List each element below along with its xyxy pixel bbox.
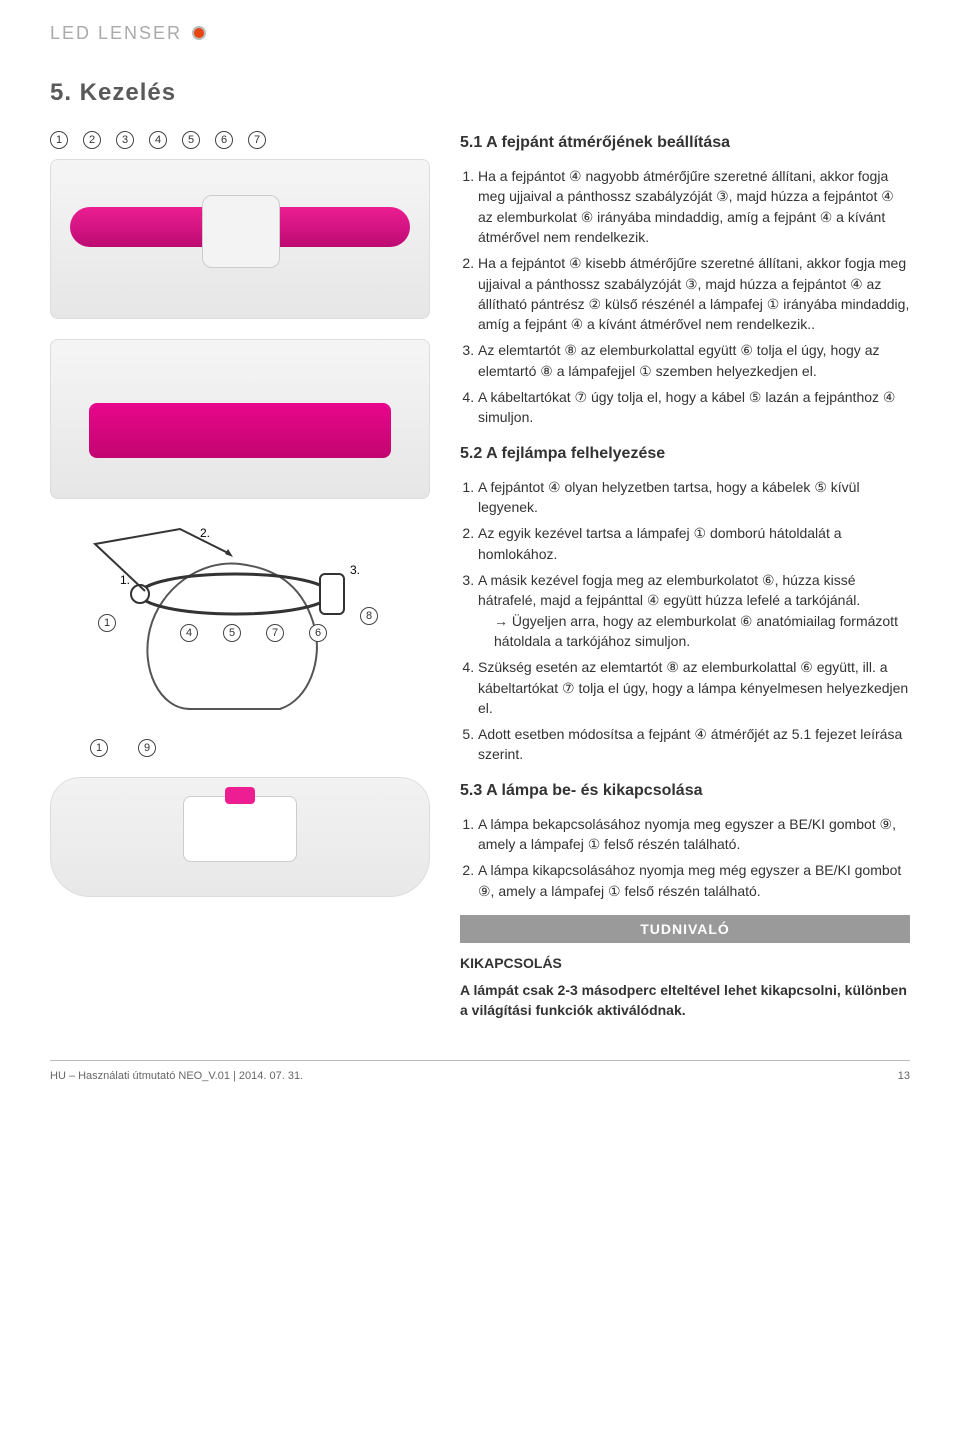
fig3-label-7: 7 [266,624,284,642]
list-item: A fejpántot ④ olyan helyzetben tartsa, h… [478,477,910,518]
info-header: TUDNIVALÓ [460,915,910,943]
svg-text:3.: 3. [350,563,360,577]
label-7: 7 [248,131,266,149]
list-item: Adott esetben módosítsa a fejpánt ④ átmé… [478,724,910,765]
list-item: Szükség esetén az elemtartót ⑧ az elembu… [478,657,910,718]
page-footer: HU – Használati útmutató NEO_V.01 | 2014… [50,1060,910,1085]
brand-text: LED LENSER [50,20,182,46]
label-1: 1 [50,131,68,149]
svg-text:1.: 1. [120,573,130,587]
list-item: A kábeltartókat ⑦ úgy tolja el, hogy a k… [478,387,910,428]
label-4: 4 [149,131,167,149]
figure-head-diagram: 1. 2. 3. 1 8 4 5 7 6 [50,519,430,719]
heading-5-2: 5.2 A fejlámpa felhelyezése [460,442,910,465]
label-3: 3 [116,131,134,149]
fig3-label-8: 8 [360,607,378,625]
list-5-2: A fejpántot ④ olyan helyzetben tartsa, h… [460,477,910,765]
list-item: A másik kezével fogja meg az elemburkola… [478,570,910,651]
page-title: 5. Kezelés [50,76,910,111]
brand-logo: LED LENSER [50,20,910,46]
brand-dot-icon [192,26,206,40]
footer-left: HU – Használati útmutató NEO_V.01 | 2014… [50,1069,303,1085]
fig4-label-9: 9 [138,739,156,757]
list-5-1: Ha a fejpántot ④ nagyobb átmérőjűre szer… [460,166,910,428]
label-5: 5 [182,131,200,149]
fig3-label-5: 5 [223,624,241,642]
heading-5-3: 5.3 A lámpa be- és kikapcsolása [460,779,910,802]
info-body: A lámpát csak 2-3 másodperc elteltével l… [460,980,910,1021]
list-item: A lámpa kikapcsolásához nyomja meg még e… [478,860,910,901]
footer-page-number: 13 [898,1069,910,1085]
figure-top-labels: 1 2 3 4 5 6 7 [50,131,430,149]
figure-lamp-closeup [50,777,430,897]
list-item: A lámpa bekapcsolásához nyomja meg egysz… [478,814,910,855]
fig4-label-1: 1 [90,739,108,757]
figure-headband-top [50,159,430,319]
sub-note: → Ügyeljen arra, hogy az elemburkolat ⑥ … [494,611,910,652]
fig3-label-1: 1 [98,614,116,632]
fig3-label-6: 6 [309,624,327,642]
label-2: 2 [83,131,101,149]
label-6: 6 [215,131,233,149]
fig3-label-4: 4 [180,624,198,642]
list-item: Az egyik kezével tartsa a lámpafej ① dom… [478,523,910,564]
list-item: Ha a fejpántot ④ nagyobb átmérőjűre szer… [478,166,910,247]
two-column-layout: 1 2 3 4 5 6 7 8 6 1. 2. 3. [50,131,910,1020]
figure-battery-pack: 8 6 [50,339,430,499]
info-subtitle: KIKAPCSOLÁS [460,953,910,973]
list-item: Az elemtartót ⑧ az elemburkolattal együt… [478,340,910,381]
list-5-3: A lámpa bekapcsolásához nyomja meg egysz… [460,814,910,901]
figure-battery-photo [50,339,430,499]
list-item: Ha a fejpántot ④ kisebb átmérőjűre szere… [478,253,910,334]
right-column: 5.1 A fejpánt átmérőjének beállítása Ha … [460,131,910,1020]
svg-text:2.: 2. [200,526,210,540]
figure4-labels: 1 9 [90,739,430,757]
list-item-text: A másik kezével fogja meg az elemburkola… [478,572,860,608]
heading-5-1: 5.1 A fejpánt átmérőjének beállítása [460,131,910,154]
left-column: 1 2 3 4 5 6 7 8 6 1. 2. 3. [50,131,430,1020]
